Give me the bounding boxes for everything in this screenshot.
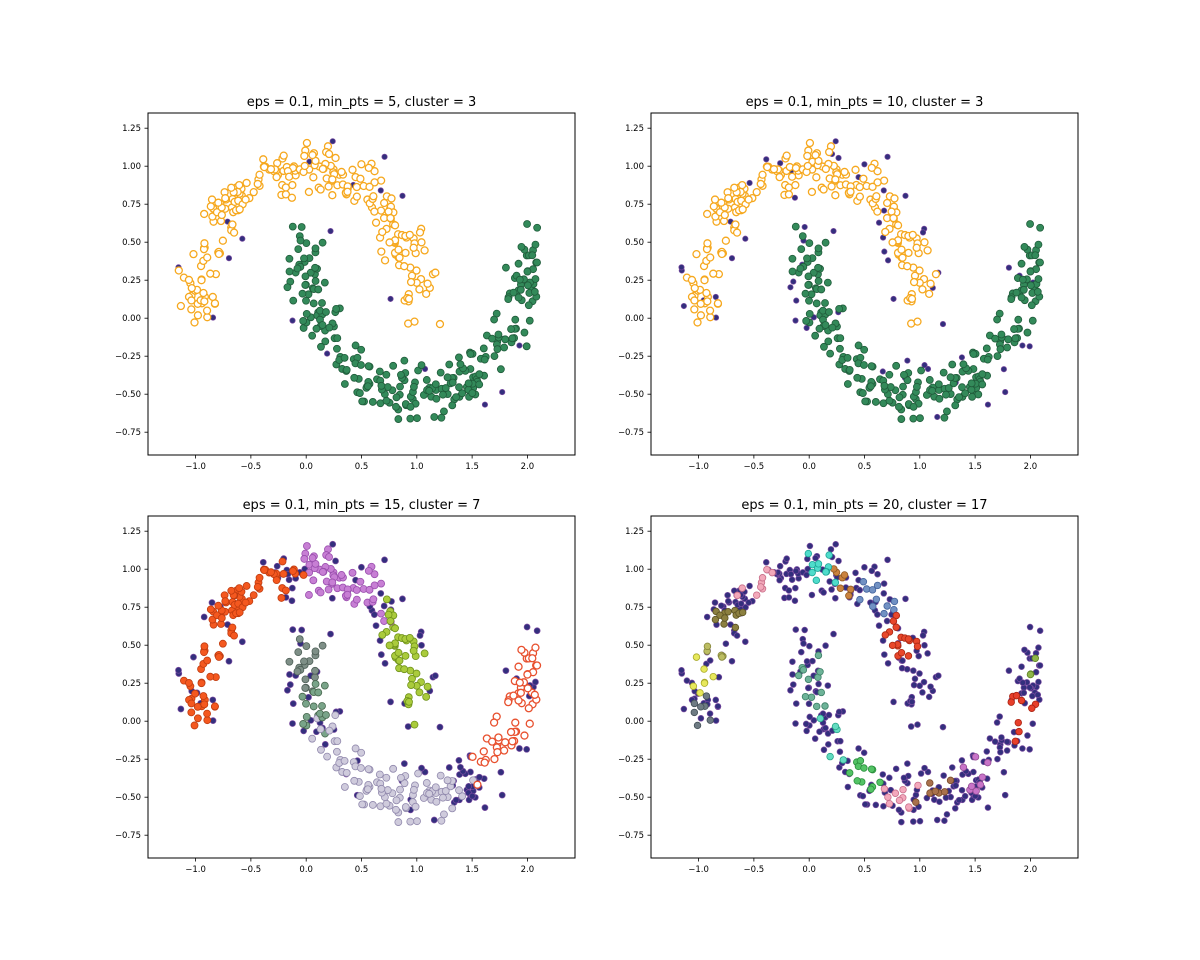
- subplot-title: eps = 0.1, min_pts = 10, cluster = 3: [746, 95, 984, 110]
- y-tick-label: 1.00: [625, 565, 644, 575]
- y-tick-label: −0.25: [618, 352, 644, 362]
- x-tick-label: 2.0: [1024, 865, 1038, 875]
- x-tick-label: 0.0: [299, 865, 313, 875]
- x-tick-label: −0.5: [744, 462, 765, 472]
- subplot-axes-top-right: −1.0 −0.5 0.0 0.5 1.0 1.5 2.0 −0.75 −0.50 −0.25 0.…: [618, 112, 1079, 472]
- y-tick-label: 0.00: [122, 717, 141, 727]
- x-tick-label: 1.5: [968, 865, 982, 875]
- x-tick-label: 2.0: [521, 865, 535, 875]
- x-tick-label: 2.0: [521, 462, 535, 472]
- y-tick-label: 0.75: [625, 200, 644, 210]
- y-tick-label: 0.50: [122, 641, 141, 651]
- y-tick-label: 1.00: [122, 565, 141, 575]
- noise-points: [678, 541, 1044, 826]
- y-tick-label: 0.25: [625, 679, 644, 689]
- x-tick-label: −1.0: [185, 865, 206, 875]
- x-tick-label: 1.0: [913, 462, 927, 472]
- y-tick-label: −0.25: [115, 352, 141, 362]
- y-tick-label: 0.00: [625, 314, 644, 324]
- y-tick-label: 0.25: [625, 276, 644, 286]
- cluster-points: [174, 138, 542, 423]
- y-tick-label: 0.50: [625, 238, 644, 248]
- cluster-points: [689, 549, 1040, 812]
- y-tick-label: 0.50: [625, 641, 644, 651]
- y-tick-label: −0.50: [618, 390, 644, 400]
- y-tick-label: −0.75: [115, 831, 141, 841]
- y-tick-label: 1.00: [625, 162, 644, 172]
- y-tick-label: −0.25: [618, 755, 644, 765]
- y-tick-label: 0.00: [625, 717, 644, 727]
- x-tick-label: 0.0: [299, 462, 313, 472]
- x-tick-label: 2.0: [1024, 462, 1038, 472]
- y-tick-label: 0.25: [122, 679, 141, 689]
- y-tick-label: 1.25: [625, 124, 644, 134]
- x-tick-label: −1.0: [688, 865, 709, 875]
- y-tick-label: −0.75: [618, 831, 644, 841]
- y-tick-label: 1.25: [122, 124, 141, 134]
- x-tick-label: 1.0: [410, 865, 424, 875]
- x-tick-label: 0.5: [355, 865, 369, 875]
- x-tick-label: 0.0: [802, 462, 816, 472]
- x-tick-label: −0.5: [241, 462, 262, 472]
- x-tick-label: −0.5: [241, 865, 262, 875]
- subplot-title: eps = 0.1, min_pts = 20, cluster = 17: [741, 498, 987, 513]
- x-tick-label: −1.0: [688, 462, 709, 472]
- y-tick-label: 0.75: [122, 200, 141, 210]
- y-tick-label: 1.25: [625, 527, 644, 537]
- x-tick-label: 1.5: [465, 865, 479, 875]
- x-tick-label: 0.5: [858, 462, 872, 472]
- y-tick-label: −0.75: [115, 428, 141, 438]
- cluster-points: [180, 542, 542, 826]
- x-tick-label: −1.0: [185, 462, 206, 472]
- y-tick-label: −0.50: [115, 390, 141, 400]
- x-tick-label: 1.5: [968, 462, 982, 472]
- y-tick-label: 0.75: [625, 603, 644, 613]
- y-tick-label: 1.25: [122, 527, 141, 537]
- x-tick-label: 0.5: [858, 865, 872, 875]
- x-tick-label: 0.5: [355, 462, 369, 472]
- cluster-points: [682, 138, 1045, 423]
- x-tick-label: 1.0: [410, 462, 424, 472]
- subplot-axes-bottom-right: −1.0 −0.5 0.0 0.5 1.0 1.5 2.0 −0.75 −0.50 −0.25 0.…: [618, 515, 1079, 875]
- y-tick-label: 0.00: [122, 314, 141, 324]
- x-tick-label: 1.0: [913, 865, 927, 875]
- y-tick-label: −0.50: [618, 793, 644, 803]
- y-tick-label: −0.50: [115, 793, 141, 803]
- subplot-title: eps = 0.1, min_pts = 5, cluster = 3: [247, 95, 477, 110]
- subplot-axes-top-left: −1.0 −0.5 0.0 0.5 1.0 1.5 2.0 −0.75 −0.50 −0.25 0.…: [115, 112, 576, 472]
- y-tick-label: 0.50: [122, 238, 141, 248]
- y-tick-label: −0.25: [115, 755, 141, 765]
- x-tick-label: 1.5: [465, 462, 479, 472]
- x-tick-label: −0.5: [744, 865, 765, 875]
- x-tick-label: 0.0: [802, 865, 816, 875]
- y-tick-label: 0.75: [122, 603, 141, 613]
- y-tick-label: −0.75: [618, 428, 644, 438]
- y-tick-label: 1.00: [122, 162, 141, 172]
- y-tick-label: 0.25: [122, 276, 141, 286]
- subplot-title: eps = 0.1, min_pts = 15, cluster = 7: [243, 498, 481, 513]
- subplot-axes-bottom-left: −1.0 −0.5 0.0 0.5 1.0 1.5 2.0 −0.75 −0.50 −0.25 0.…: [115, 515, 576, 875]
